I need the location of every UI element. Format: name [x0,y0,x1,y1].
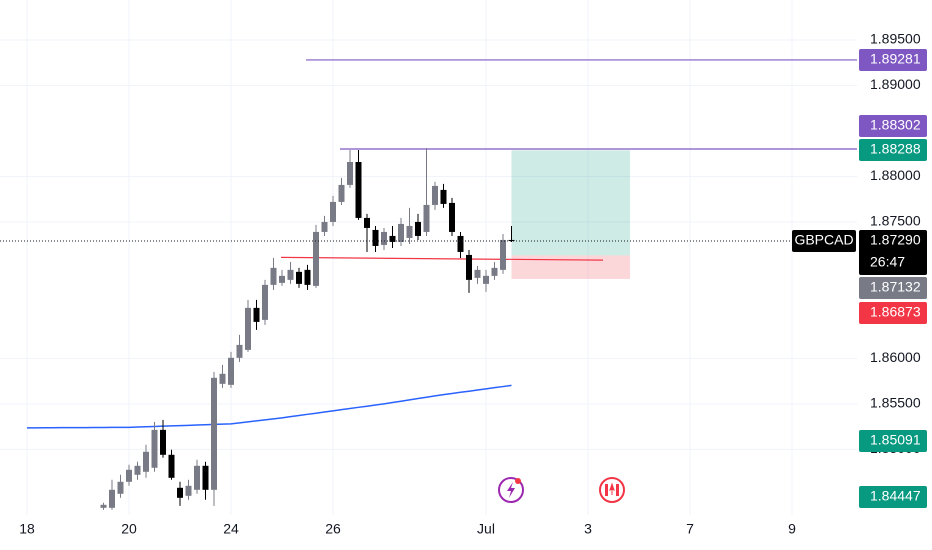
candle-body [117,481,124,494]
candle-body [372,229,379,246]
candle-body [389,235,396,242]
x-tick-label: 18 [19,521,35,537]
price-tag [859,230,927,275]
price-tag-label: 1.87132 [870,279,921,295]
x-tick-label: 9 [788,521,796,537]
candle-body [202,465,209,490]
candle-body [219,373,226,384]
candle-body [151,429,158,468]
price-tag [859,277,927,299]
price-tag-label: 1.85091 [870,432,921,448]
candle-body [287,269,294,280]
candle-body [440,189,447,204]
maple-leaf [609,482,615,495]
candle-body [483,275,489,284]
price-tag [859,430,927,452]
candle-body [211,377,217,490]
candle-body [321,221,328,232]
candle-body [143,451,149,472]
price-tag-label: 1.88302 [870,117,921,133]
event-dot [515,478,521,484]
candle-body [500,239,506,270]
candle-body [347,161,353,185]
candle-body [508,239,515,242]
candle-body [398,223,404,242]
price-tag-label: 1.88288 [870,141,921,157]
x-tick-label: 3 [584,521,592,537]
y-tick-label: 1.88000 [870,167,921,183]
price-tag-label: 1.86873 [870,304,921,320]
event-icons [498,477,625,503]
price-tag-label: 1.89281 [870,51,921,67]
candle-body [296,271,302,284]
countdown: 26:47 [870,254,905,270]
symbol-label: GBPCAD [794,232,853,248]
trend-line [280,256,604,261]
candle-body [194,465,200,490]
price-tag [859,49,927,71]
candle-body [449,202,455,232]
candle-body [304,269,311,285]
candle-body [355,161,362,218]
moving-average [27,384,512,429]
y-tick-label: 1.89000 [870,76,921,92]
candle-body [279,275,285,283]
candle-body [228,357,234,385]
candle-body [415,221,421,236]
candle-body [381,231,387,245]
candle-body [100,504,107,508]
candle-body [474,269,481,278]
candle-body [423,204,430,232]
candle-body [245,307,251,350]
candle-body [262,284,268,320]
candle-body [236,344,243,358]
target-zone [511,150,630,256]
price-tag-label: 1.87290 [870,232,921,248]
candle-body [177,487,183,498]
candle-body [406,225,413,238]
candle-body [364,217,370,228]
candle-body [432,185,438,205]
flag-band [605,484,608,496]
price-tag [859,486,927,508]
y-tick-label: 1.86000 [870,349,921,365]
price-tag-label: 1.84447 [870,488,921,504]
y-tick-label: 1.85500 [870,395,921,411]
x-tick-label: Jul [477,521,495,537]
candle-body [126,469,132,482]
x-tick-label: 26 [325,521,341,537]
stop-zone [511,255,630,279]
flag-band [616,484,619,496]
candle-body [134,465,141,475]
x-tick-label: 24 [223,521,239,537]
candle-body [338,184,345,202]
candle-body [491,267,498,276]
x-tick-label: 7 [686,521,694,537]
y-tick-label: 1.87500 [870,213,921,229]
price-tag [859,139,927,161]
price-tag [859,115,927,137]
candle-body [466,254,472,280]
x-tick-label: 20 [121,521,137,537]
candle-body [185,485,192,496]
candle-body [313,231,319,286]
candle-body [457,235,464,252]
candle-body [160,429,166,455]
y-tick-label: 1.89500 [870,31,921,47]
candle-body [253,307,260,322]
candle-body [109,489,115,508]
price-tag [859,302,927,324]
lightning [507,482,515,498]
candle-body [330,201,336,222]
candle-body [168,454,175,478]
symbol-tag [792,230,856,252]
candle-body [270,267,277,285]
